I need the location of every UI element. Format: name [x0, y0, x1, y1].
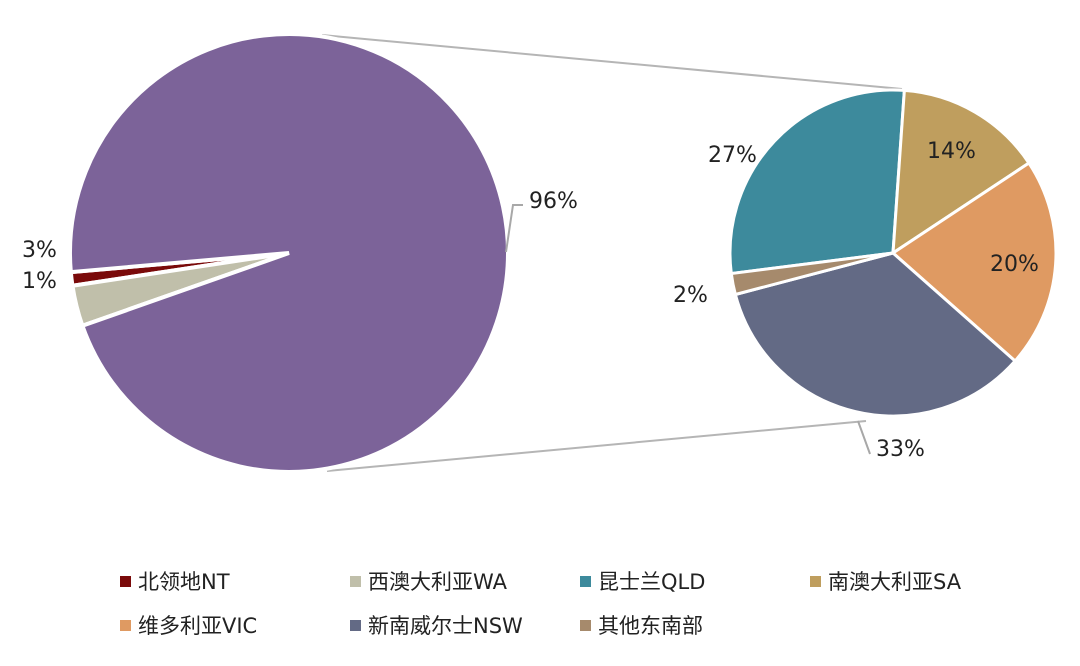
legend-label: 新南威尔士NSW	[368, 614, 523, 638]
legend-swatch	[120, 575, 131, 587]
pie-slice-secondary	[733, 251, 1018, 418]
legend-item: 北领地NT	[120, 566, 350, 596]
legend-swatch	[580, 619, 591, 631]
legend-item: 西澳大利亚WA	[350, 566, 580, 596]
legend-label: 南澳大利亚SA	[828, 570, 962, 594]
legend-item: 维多利亚VIC	[120, 610, 350, 640]
data-label: 96%	[529, 189, 578, 214]
pie-slice-secondary	[728, 88, 906, 276]
legend-swatch	[350, 575, 361, 587]
legend-label: 西澳大利亚WA	[368, 570, 507, 594]
leader-line	[857, 420, 871, 455]
data-label: 20%	[990, 252, 1039, 277]
legend-swatch	[580, 575, 591, 587]
pie-slice-secondary	[891, 88, 1031, 256]
legend-swatch	[810, 575, 821, 587]
pie-slice-main	[68, 32, 510, 474]
data-label: 33%	[876, 437, 925, 462]
legend-label: 其他东南部	[598, 614, 703, 638]
chart-legend: 北领地NT 西澳大利亚WA 昆士兰QLD 南澳大利亚SA 维多利亚VIC 新南威…	[120, 566, 1050, 640]
pie-slice-secondary	[890, 160, 1058, 364]
legend-item: 南澳大利亚SA	[810, 566, 1050, 596]
leader-line	[505, 204, 523, 253]
connector-line	[321, 34, 903, 90]
pie-of-pie-chart: 96% 3% 1% 27% 14% 20% 2% 33%	[22, 32, 1058, 474]
connector-line	[326, 420, 867, 472]
data-label: 14%	[927, 139, 976, 164]
legend-label: 北领地NT	[138, 570, 230, 594]
legend-swatch	[350, 619, 361, 631]
data-label: 2%	[673, 283, 708, 308]
legend-item: 昆士兰QLD	[580, 566, 810, 596]
legend-label: 维多利亚VIC	[138, 614, 258, 638]
legend-item: 其他东南部	[580, 610, 810, 640]
legend-swatch	[120, 619, 131, 631]
pie-slice-secondary	[729, 251, 894, 297]
legend-item: 新南威尔士NSW	[350, 610, 580, 640]
data-label: 27%	[708, 143, 757, 168]
data-label: 3%	[22, 238, 57, 263]
legend-label: 昆士兰QLD	[598, 570, 706, 594]
data-label: 1%	[22, 269, 57, 294]
